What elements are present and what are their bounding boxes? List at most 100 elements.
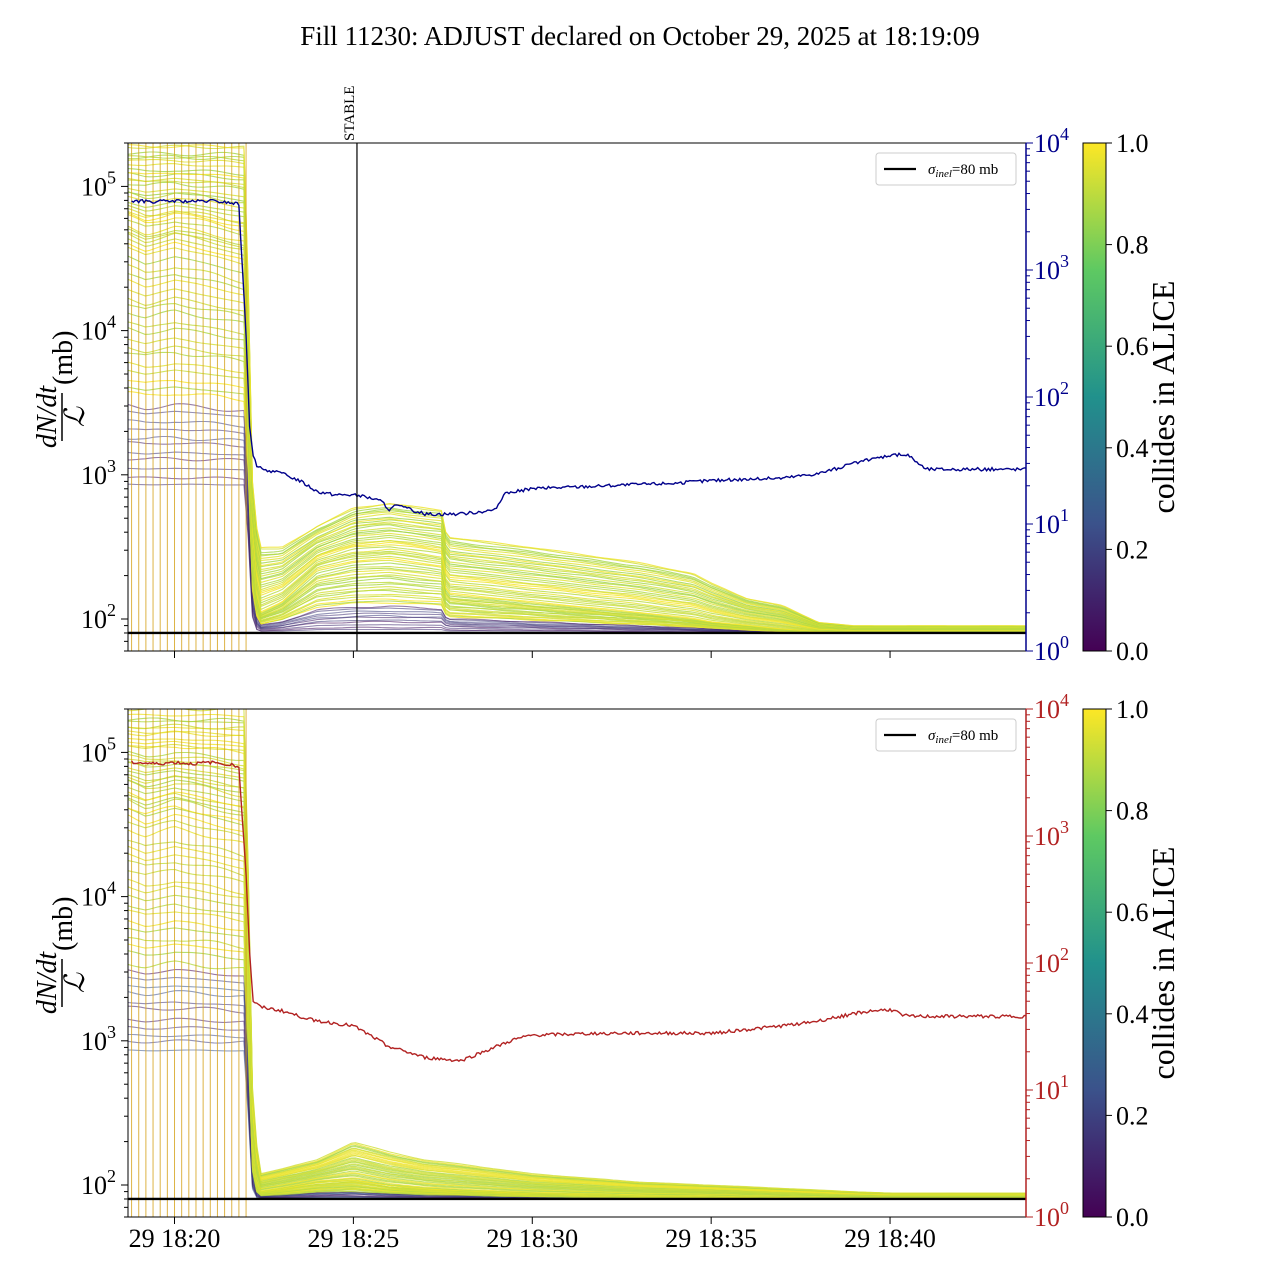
bunch-trace [128, 960, 1026, 1200]
bottom-plot-area [128, 709, 1026, 1217]
top-right-tick-label: 100 [1034, 632, 1069, 666]
bottom-x-tick-label: 29 18:20 [129, 1224, 221, 1253]
bunch-trace [128, 786, 1026, 1198]
top-legend-label: σinel=80 mb [928, 162, 998, 180]
bunch-trace [128, 919, 1026, 1200]
bunch-trace [128, 391, 1026, 634]
top-colorbar-tick-label: 0.4 [1116, 434, 1149, 463]
bottom-right-series-line [131, 760, 1026, 1063]
bunch-trace [128, 767, 1026, 1197]
bunch-trace [128, 943, 1026, 1200]
bunch-trace [128, 730, 1026, 1195]
bunch-trace [128, 761, 1026, 1197]
top-ylabel-numerator: dN/dt [32, 385, 63, 448]
bunch-trace [128, 807, 1026, 1199]
bottom-left-tick-label: 103 [81, 1022, 116, 1056]
bunch-trace [128, 894, 1026, 1200]
bunch-trace [128, 869, 1026, 1199]
bottom-colorbar-tick-label: 0.6 [1116, 898, 1149, 927]
bottom-ylabel-unit: (mb) [48, 897, 79, 951]
top-left-tick-label: 105 [81, 167, 116, 201]
bunch-trace [128, 386, 1026, 634]
bunch-trace [128, 225, 1026, 632]
bunch-trace [128, 737, 1026, 1196]
bottom-x-tick-label: 29 18:35 [665, 1224, 757, 1253]
bunch-trace [128, 860, 1026, 1199]
bottom-right-tick-label: 104 [1034, 690, 1069, 724]
bunch-trace [128, 753, 1026, 1196]
bunch-trace [128, 730, 1026, 1195]
bunch-trace [128, 750, 1026, 1196]
bottom-legend [875, 718, 1017, 752]
bunch-trace [128, 723, 1026, 1195]
bunch-trace [128, 1017, 1026, 1200]
bunch-trace [128, 773, 1026, 1197]
bunch-trace [128, 726, 1026, 1195]
bunch-trace [128, 839, 1026, 1199]
top-colorbar-tick-label: 0.0 [1116, 637, 1149, 666]
top-colorbar-tick-label: 1.0 [1116, 129, 1149, 158]
bunch-trace [128, 805, 1026, 1199]
bunch-trace [128, 740, 1026, 1196]
bunch-trace [128, 796, 1026, 1199]
bottom-right-tick-label: 100 [1034, 1198, 1069, 1232]
bottom-colorbar-tick-label: 0.8 [1116, 797, 1149, 826]
bunch-trace [128, 936, 1026, 1200]
bunch-trace [128, 927, 1026, 1200]
bunch-trace [128, 885, 1026, 1200]
top-plot-area [128, 143, 1026, 651]
bunch-trace [128, 770, 1026, 1197]
top-left-tick-label: 103 [81, 456, 116, 490]
bottom-colorbar [1082, 708, 1107, 1218]
top-stable-marker-label: STABLE [342, 86, 358, 141]
bunch-trace [128, 950, 1026, 1200]
bottom-colorbar-tick-label: 0.0 [1116, 1203, 1149, 1232]
top-right-tick-label: 104 [1034, 124, 1069, 158]
bunch-trace [128, 155, 1026, 628]
bunch-trace [128, 878, 1026, 1200]
bunch-trace [128, 1001, 1026, 1200]
bunch-trace [128, 779, 1026, 1198]
bunch-trace [128, 903, 1026, 1200]
top-colorbar [1082, 142, 1107, 652]
bottom-ylabel-denominator: ℒ [60, 972, 91, 993]
bunch-trace [128, 826, 1026, 1199]
top-colorbar-label: collides in ALICE [1145, 281, 1181, 514]
bottom-ylabel-numerator: dN/dt [32, 951, 63, 1014]
figure-title: Fill 11230: ADJUST declared on October 2… [300, 21, 979, 51]
top-ylabel-denominator: ℒ [60, 406, 91, 427]
top-legend [875, 152, 1017, 186]
bunch-trace [128, 792, 1026, 1198]
bunch-trace [128, 984, 1026, 1200]
bunch-trace [128, 435, 1026, 634]
bottom-right-tick-label: 103 [1034, 817, 1069, 851]
bunch-trace [128, 717, 1026, 1195]
bottom-panel: 102 103 104 105 100 101 102 103 104 29 18:20 29 18… [32, 690, 1181, 1253]
bunch-trace [128, 709, 1026, 1194]
bottom-left-tick-label: 102 [81, 1166, 116, 1200]
top-right-tick-label: 101 [1034, 505, 1069, 539]
bunch-trace [128, 779, 1026, 1198]
bunch-trace [128, 743, 1026, 1196]
top-colorbar-tick-label: 0.2 [1116, 535, 1149, 564]
bunch-trace [128, 813, 1026, 1199]
bunch-trace [128, 845, 1026, 1199]
bottom-right-tick-label: 101 [1034, 1071, 1069, 1105]
bunch-trace [128, 210, 1026, 631]
top-left-tick-label: 102 [81, 600, 116, 634]
bottom-right-tick-label: 102 [1034, 944, 1069, 978]
bottom-x-tick-label: 29 18:30 [486, 1224, 578, 1253]
bottom-left-tick-label: 105 [81, 733, 116, 767]
bottom-colorbar-tick-label: 1.0 [1116, 695, 1149, 724]
top-colorbar-tick-label: 0.6 [1116, 332, 1149, 361]
bunch-trace [128, 791, 1026, 1198]
bottom-x-tick-label: 29 18:40 [844, 1224, 936, 1253]
top-y-axis-label: dN/dtℒ (mb) [32, 331, 91, 449]
top-right-tick-label: 102 [1034, 378, 1069, 412]
bottom-x-tick-label: 29 18:25 [308, 1224, 400, 1253]
bunch-trace [128, 1005, 1026, 1200]
bunch-trace [128, 745, 1026, 1196]
bunch-trace [128, 798, 1026, 1199]
bunch-trace [128, 758, 1026, 1197]
